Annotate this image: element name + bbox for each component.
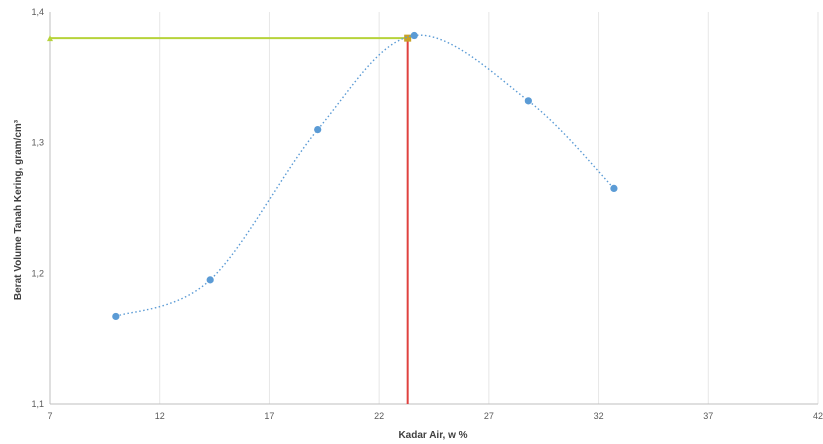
data-point: [524, 97, 532, 105]
x-tick-label: 42: [813, 411, 823, 421]
data-point: [410, 31, 418, 40]
y-tick-label: 1,2: [31, 268, 44, 278]
intersection-marker: [404, 34, 412, 42]
horizontal-line-start-marker: [47, 35, 53, 42]
grid-lines: [159, 12, 819, 404]
reference-lines: [47, 34, 412, 404]
tick-labels: 7 12 17 22 27 32 37 42 1,1 1,2 1,3 1,4: [31, 7, 823, 421]
x-tick-label: 27: [484, 411, 494, 421]
x-tick-label: 32: [594, 411, 604, 421]
y-tick-label: 1,1: [31, 399, 44, 409]
data-point: [206, 276, 214, 284]
trendline-curve: [115, 34, 615, 318]
y-tick-label: 1,4: [31, 7, 44, 17]
trendline: [115, 34, 615, 318]
x-axis-title: Kadar Air, w %: [398, 430, 467, 441]
data-points: [112, 31, 618, 321]
data-point: [610, 184, 618, 192]
y-axis-title: Berat Volume Tanah Kering, gram/cm³: [13, 119, 24, 300]
x-tick-label: 22: [374, 411, 384, 421]
x-tick-label: 37: [703, 411, 713, 421]
y-tick-label: 1,3: [31, 138, 44, 148]
data-point: [112, 312, 120, 321]
x-tick-label: 7: [47, 411, 52, 421]
axes: [49, 12, 818, 405]
x-tick-label: 12: [155, 411, 165, 421]
data-point: [314, 126, 322, 134]
x-tick-label: 17: [264, 411, 274, 421]
